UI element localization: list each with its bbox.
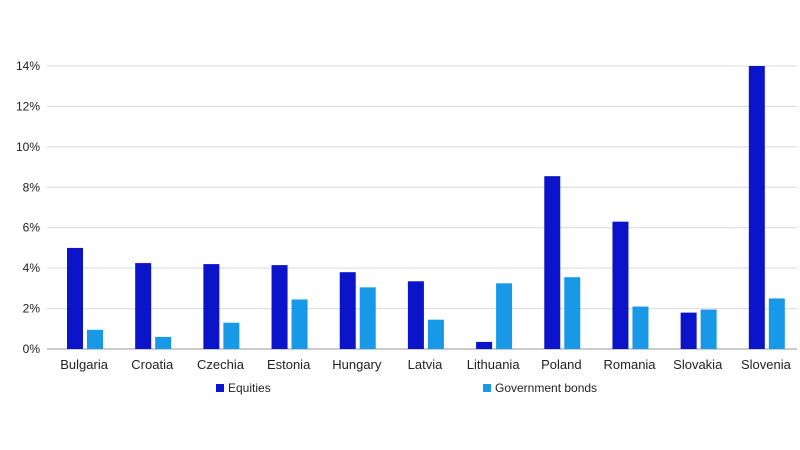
x-category-label: Slovenia bbox=[741, 357, 792, 372]
bar-equities bbox=[135, 263, 152, 349]
bar-government-bonds bbox=[359, 287, 376, 349]
x-category-label: Lithuania bbox=[467, 357, 521, 372]
y-tick-label: 4% bbox=[23, 261, 41, 275]
legend-swatch-equities bbox=[216, 384, 224, 392]
bar-equities bbox=[544, 176, 561, 349]
legend: Equities Government bonds bbox=[216, 381, 597, 395]
x-category-label: Poland bbox=[541, 357, 581, 372]
y-tick-label: 12% bbox=[16, 99, 40, 113]
gridlines bbox=[47, 65, 797, 350]
bar-government-bonds bbox=[427, 319, 444, 349]
y-tick-label: 6% bbox=[23, 221, 41, 235]
bar-government-bonds bbox=[632, 306, 649, 349]
bar-equities bbox=[203, 264, 220, 349]
bar-equities bbox=[476, 341, 493, 349]
bar-government-bonds bbox=[155, 336, 172, 349]
bar-government-bonds bbox=[87, 329, 103, 349]
bar-government-bonds bbox=[700, 309, 717, 349]
x-category-label: Hungary bbox=[332, 357, 382, 372]
x-category-label: Croatia bbox=[131, 357, 174, 372]
bar-government-bonds bbox=[768, 298, 785, 349]
legend-swatch-government-bonds bbox=[483, 384, 491, 392]
x-axis-category-labels: Bulgaria Croatia Czechia Estonia Hungary Latv… bbox=[60, 357, 791, 372]
bar-government-bonds bbox=[291, 299, 308, 349]
x-category-label: Estonia bbox=[267, 357, 311, 372]
bar-equities bbox=[680, 312, 697, 349]
y-tick-label: 10% bbox=[16, 140, 40, 154]
y-tick-label: 2% bbox=[23, 302, 41, 316]
bar-equities bbox=[748, 66, 765, 349]
y-tick-label: 0% bbox=[23, 342, 41, 356]
bar-equities bbox=[271, 265, 288, 349]
bars bbox=[67, 66, 785, 349]
x-category-label: Latvia bbox=[408, 357, 443, 372]
x-category-label: Bulgaria bbox=[60, 357, 108, 372]
bar-equities bbox=[67, 247, 83, 349]
bar-government-bonds bbox=[564, 277, 581, 349]
legend-label-equities: Equities bbox=[228, 381, 271, 395]
bar-equities bbox=[339, 272, 356, 349]
x-category-label: Slovakia bbox=[673, 357, 723, 372]
bar-government-bonds bbox=[223, 322, 240, 349]
bar-equities bbox=[407, 281, 424, 349]
y-tick-label: 8% bbox=[23, 180, 41, 194]
x-category-label: Romania bbox=[604, 357, 657, 372]
legend-label-government-bonds: Government bonds bbox=[495, 381, 597, 395]
y-axis-tick-labels: 0% 2% 4% 6% 8% 10% 12% 14% bbox=[16, 59, 40, 356]
x-category-label: Czechia bbox=[197, 357, 245, 372]
y-tick-label: 14% bbox=[16, 59, 40, 73]
bar-government-bonds bbox=[496, 283, 513, 349]
bar-equities bbox=[612, 221, 629, 349]
